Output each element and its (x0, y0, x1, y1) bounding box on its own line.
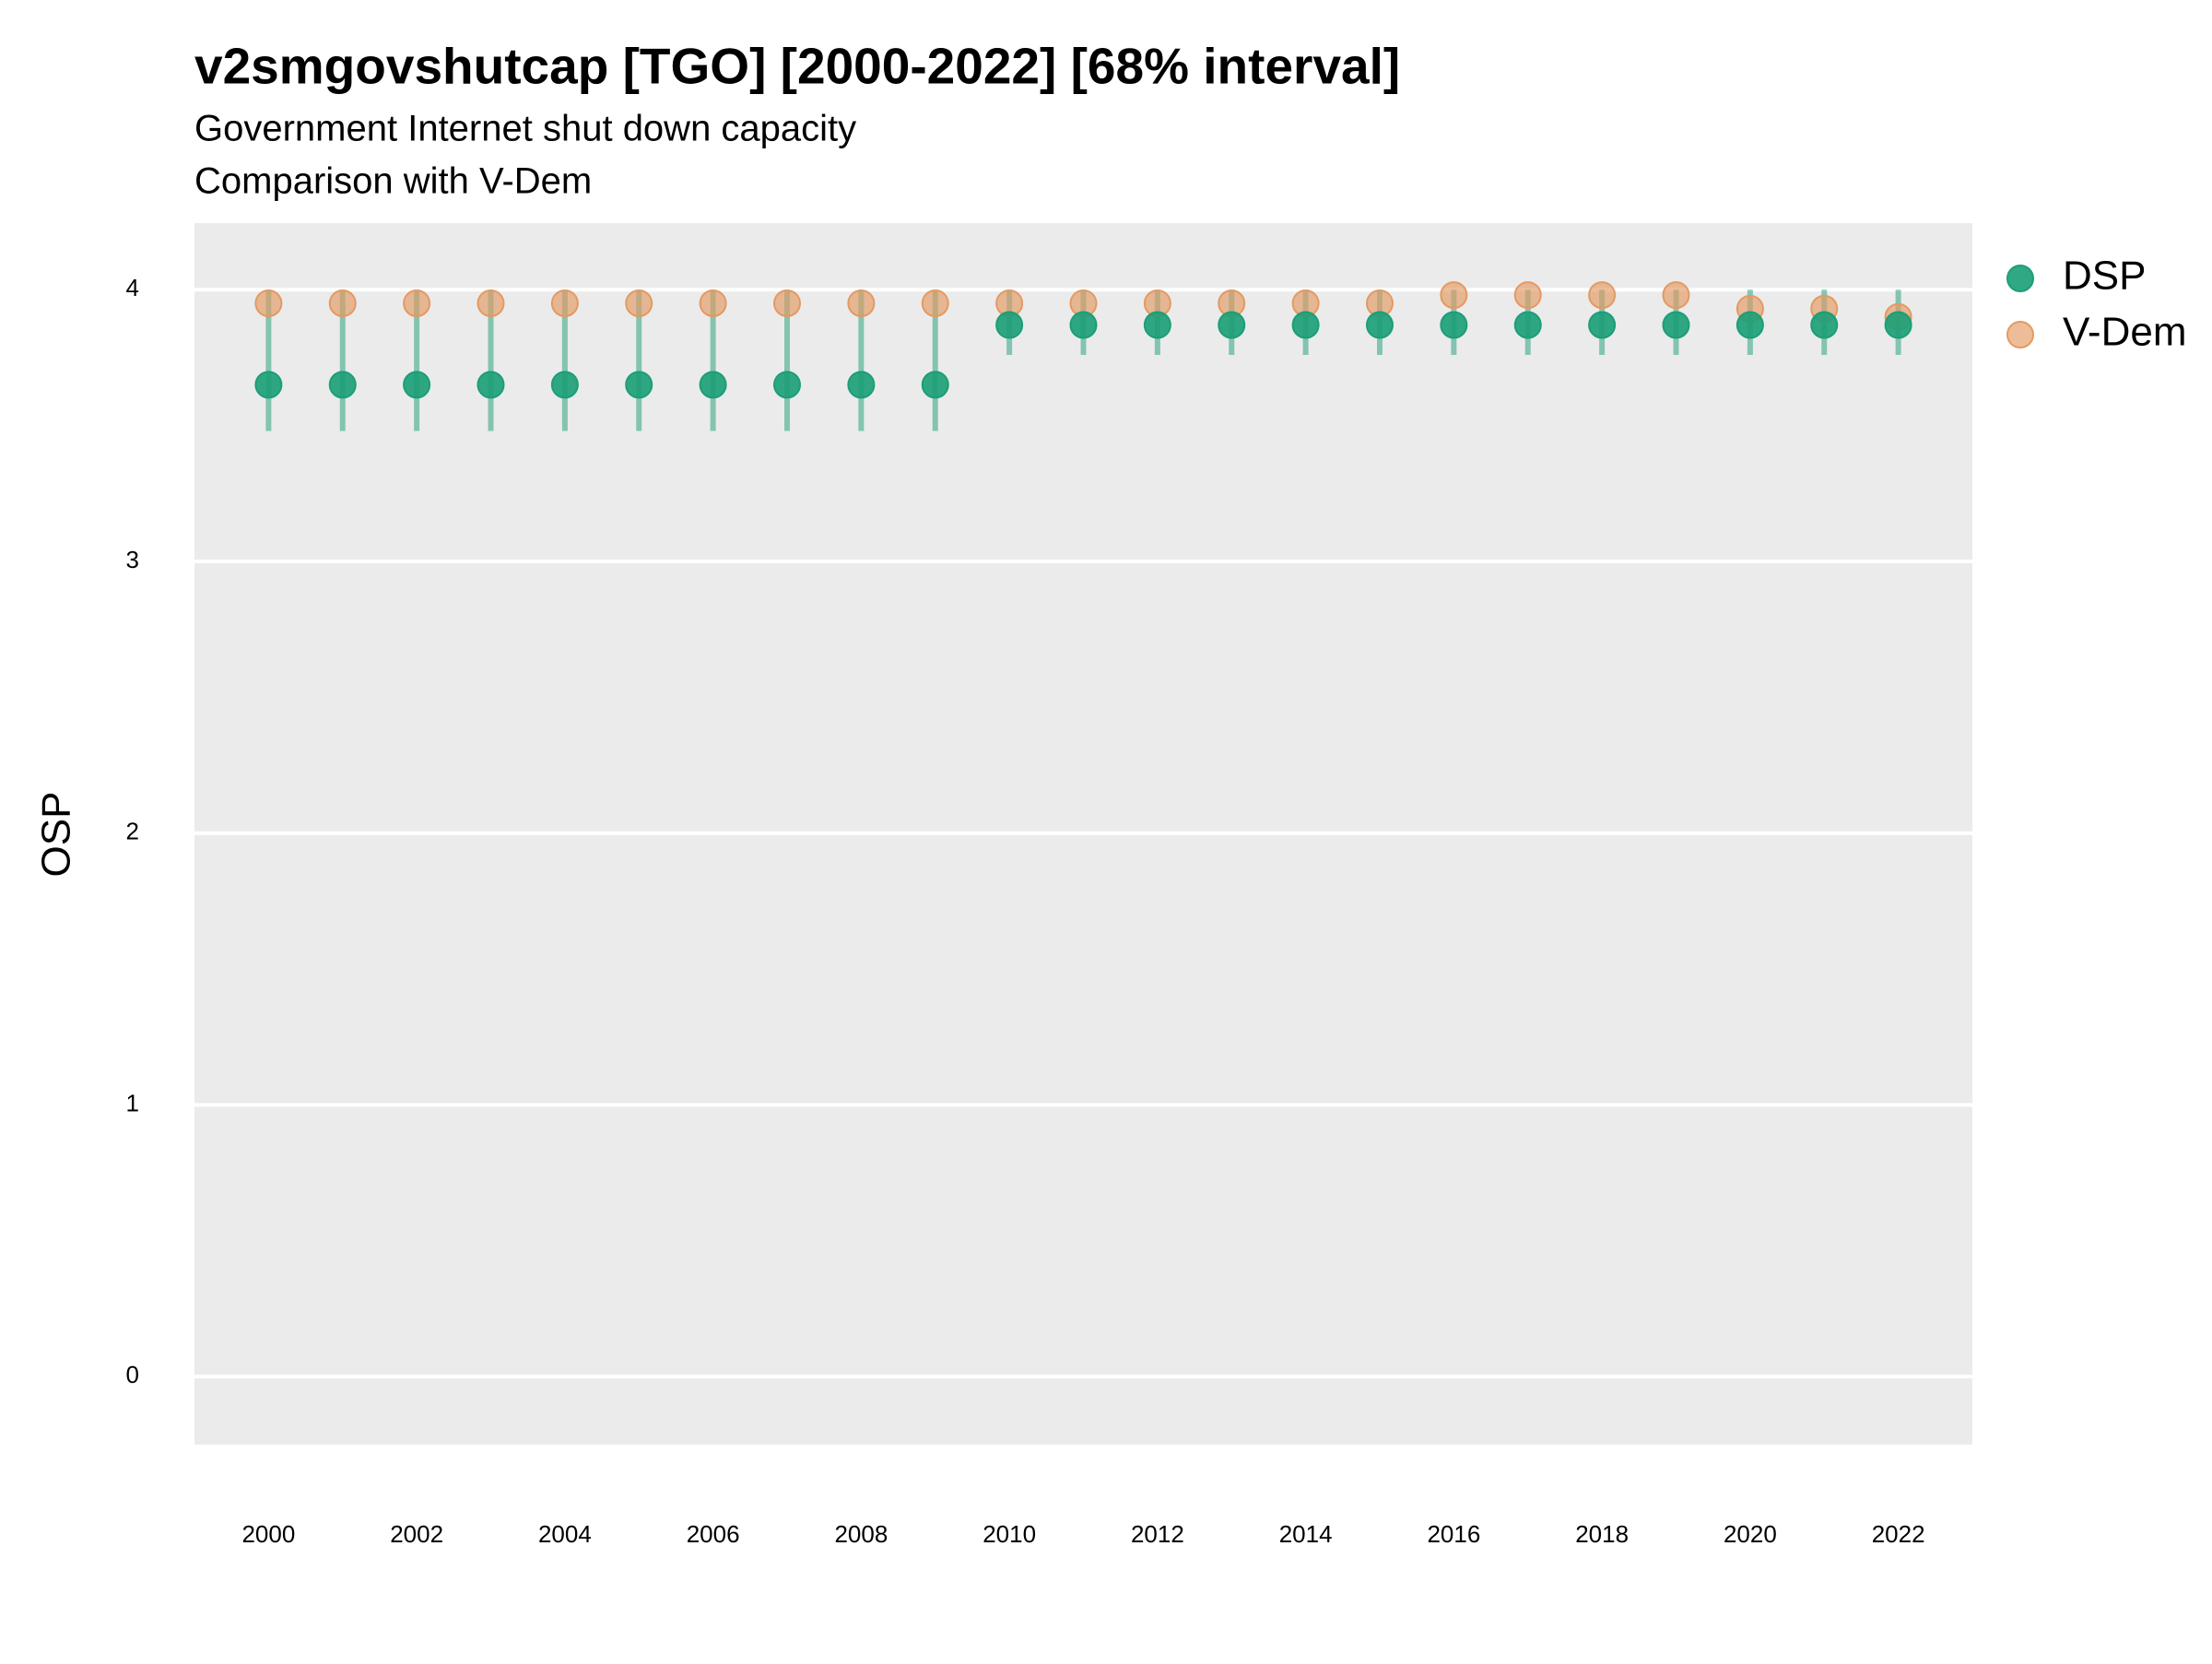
x-tick-label: 2012 (1131, 1520, 1184, 1548)
y-tick-label: 1 (126, 1089, 139, 1116)
point (254, 371, 283, 399)
point (847, 371, 876, 399)
point (1662, 281, 1690, 310)
point (1588, 311, 1617, 339)
point (1440, 281, 1468, 310)
point (1735, 311, 1764, 339)
x-tick-label: 2006 (687, 1520, 740, 1548)
point (773, 371, 801, 399)
point (1366, 311, 1394, 339)
point (625, 371, 653, 399)
x-tick-label: 2008 (834, 1520, 888, 1548)
legend-label: V-Dem (2063, 310, 2186, 355)
y-tick-label: 3 (126, 546, 139, 573)
x-tick-label: 2016 (1427, 1520, 1480, 1548)
point (847, 289, 876, 317)
y-tick-label: 0 (126, 1361, 139, 1388)
point (1884, 311, 1912, 339)
point (1588, 281, 1617, 310)
point (254, 289, 283, 317)
chart-subtitle: Government Internet shut down capacity (194, 109, 856, 149)
point (1143, 311, 1171, 339)
point (995, 311, 1024, 339)
x-tick-label: 2014 (1279, 1520, 1333, 1548)
point (1662, 311, 1690, 339)
legend-label: DSP (2063, 254, 2146, 299)
point (1291, 311, 1320, 339)
x-tick-label: 2020 (1724, 1520, 1777, 1548)
point (403, 371, 431, 399)
x-tick-label: 2000 (241, 1520, 295, 1548)
point (625, 289, 653, 317)
chart-caption: Comparison with V-Dem (194, 161, 592, 202)
point (328, 289, 357, 317)
point (699, 289, 727, 317)
point (550, 289, 579, 317)
point (328, 371, 357, 399)
y-axis-label: OSP (34, 792, 79, 878)
point (477, 371, 505, 399)
point (477, 289, 505, 317)
x-tick-label: 2010 (982, 1520, 1036, 1548)
point (1513, 281, 1542, 310)
point (403, 289, 431, 317)
point (550, 371, 579, 399)
point (921, 371, 949, 399)
x-tick-label: 2018 (1575, 1520, 1629, 1548)
point (921, 289, 949, 317)
x-tick-label: 2004 (538, 1520, 592, 1548)
y-tick-label: 2 (126, 818, 139, 845)
chart-title: v2smgovshutcap [TGO] [2000-2022] [68% in… (194, 38, 1400, 95)
point (1440, 311, 1468, 339)
x-tick-label: 2002 (390, 1520, 443, 1548)
legend-swatch (2006, 265, 2034, 292)
x-tick-label: 2022 (1872, 1520, 1925, 1548)
point (1810, 311, 1839, 339)
point (773, 289, 801, 317)
point (1513, 311, 1542, 339)
point (1218, 311, 1246, 339)
point (1069, 311, 1098, 339)
legend-swatch (2006, 321, 2034, 348)
y-tick-label: 4 (126, 274, 139, 301)
point (699, 371, 727, 399)
